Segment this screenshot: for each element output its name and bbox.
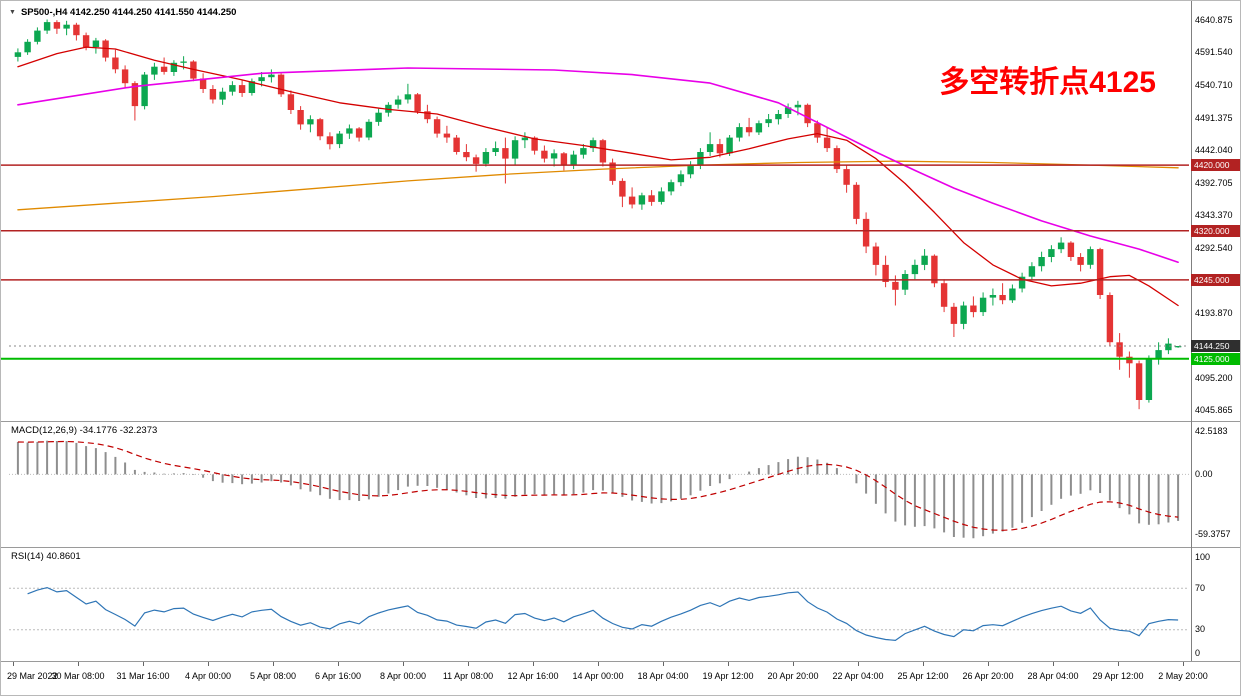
time-axis-tick [728, 662, 729, 666]
macd-indicator-label: MACD(12,26,9) -34.1776 -32.2373 [11, 425, 158, 436]
time-axis-label: 25 Apr 12:00 [897, 671, 949, 681]
time-axis-tick [988, 662, 989, 666]
time-axis-tick [273, 662, 274, 666]
price-axis-tick: 0.00 [1195, 468, 1213, 479]
price-axis-line [1191, 1, 1192, 661]
symbol-legend: ▼ SP500-,H4 4142.250 4144.250 4141.550 4… [9, 7, 236, 18]
time-axis[interactable]: 29 Mar 2022 30 Mar 08:00 31 Mar 16:00 4 Apr… [1, 662, 1240, 695]
price-axis-tick: 4540.710 [1195, 80, 1233, 91]
price-axis-tick: 100 [1195, 551, 1211, 562]
time-axis-label: 12 Apr 16:00 [507, 671, 559, 681]
time-axis-label: 5 Apr 08:00 [249, 671, 297, 681]
time-axis-label: 14 Apr 00:00 [572, 671, 624, 681]
time-axis-tick [858, 662, 859, 666]
time-axis-label: 22 Apr 04:00 [832, 671, 884, 681]
time-axis-label: 4 Apr 00:00 [184, 671, 232, 681]
time-axis-tick [923, 662, 924, 666]
time-axis-tick [1183, 662, 1184, 666]
price-axis-tick: 4491.375 [1195, 112, 1233, 123]
time-axis-label: 31 Mar 16:00 [116, 671, 170, 681]
time-axis-tick [663, 662, 664, 666]
rsi-indicator-label: RSI(14) 40.8601 [11, 551, 81, 562]
price-axis-badge: 4245.000 [1191, 273, 1240, 286]
time-axis-tick [208, 662, 209, 666]
time-axis-tick [1053, 662, 1054, 666]
annotation-text[interactable]: 多空转折点4125 [939, 66, 1156, 99]
time-axis-label: 29 Mar 2022 [7, 671, 58, 681]
price-axis-tick: -59.3757 [1195, 528, 1231, 539]
price-axis-tick: 0 [1195, 648, 1201, 658]
symbol-ohlc-text: SP500-,H4 4142.250 4144.250 4141.550 414… [20, 7, 237, 18]
price-axis-badge: 4125.000 [1191, 352, 1240, 365]
price-axis-tick: 4591.540 [1195, 47, 1233, 58]
time-axis-tick [533, 662, 534, 666]
price-axis-tick: 4442.040 [1195, 145, 1233, 156]
time-axis-label: 29 Apr 12:00 [1092, 671, 1144, 681]
panel-divider-main-macd[interactable] [1, 421, 1240, 422]
chart-plot-area[interactable] [1, 1, 1191, 696]
time-axis-tick [1118, 662, 1119, 666]
time-axis-label: 8 Apr 00:00 [379, 671, 427, 681]
time-axis-tick [598, 662, 599, 666]
time-axis-label: 20 Apr 20:00 [767, 671, 819, 681]
price-axis-tick: 42.5183 [1195, 426, 1228, 437]
price-axis[interactable]: 4640.875 4591.540 4540.710 4491.375 4442.040… [1191, 1, 1240, 661]
price-axis-tick: 4193.870 [1195, 308, 1233, 318]
time-axis-label: 19 Apr 12:00 [702, 671, 754, 681]
time-axis-tick [468, 662, 469, 666]
price-axis-badge: 4320.000 [1191, 224, 1240, 237]
price-axis-tick: 4292.540 [1195, 243, 1233, 254]
panel-divider-time-axis [1, 661, 1240, 662]
price-axis-tick: 4045.865 [1195, 405, 1233, 416]
price-axis-tick: 4343.370 [1195, 209, 1233, 220]
time-axis-label: 11 Apr 08:00 [442, 671, 494, 681]
price-axis-tick: 4392.705 [1195, 177, 1233, 188]
price-axis-tick: 70 [1195, 582, 1206, 593]
time-axis-tick [78, 662, 79, 666]
price-axis-tick: 4095.200 [1195, 372, 1233, 383]
price-axis-badge: 4420.000 [1191, 159, 1240, 172]
time-axis-tick [793, 662, 794, 666]
time-axis-tick [338, 662, 339, 666]
time-axis-label: 30 Mar 08:00 [51, 671, 105, 681]
price-axis-tick: 30 [1195, 624, 1206, 635]
time-axis-tick [13, 662, 14, 666]
time-axis-label: 28 Apr 04:00 [1027, 671, 1079, 681]
time-axis-label: 26 Apr 20:00 [962, 671, 1014, 681]
chart-menu-icon[interactable]: ▼ [9, 8, 16, 16]
price-axis-badge: 4144.250 [1191, 340, 1240, 352]
time-axis-label: 6 Apr 16:00 [314, 671, 362, 681]
panel-divider-macd-rsi[interactable] [1, 547, 1240, 548]
time-axis-tick [403, 662, 404, 666]
time-axis-tick [143, 662, 144, 666]
time-axis-label: 18 Apr 04:00 [637, 671, 689, 681]
price-axis-tick: 4640.875 [1195, 14, 1233, 25]
time-axis-label: 2 May 20:00 [1158, 671, 1208, 681]
